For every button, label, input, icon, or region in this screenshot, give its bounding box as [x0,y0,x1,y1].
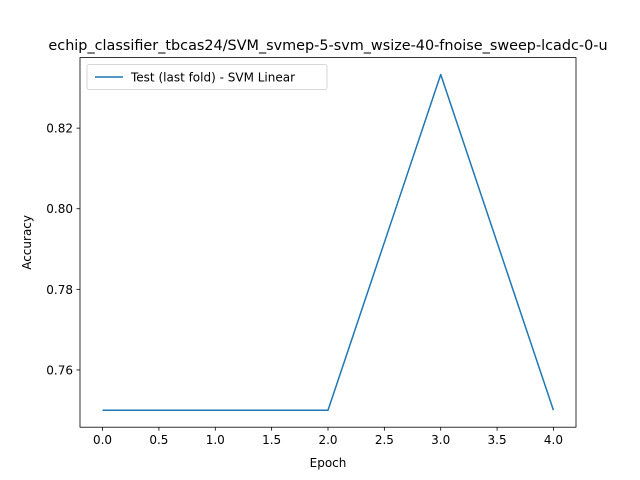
y-tick-label: 0.80 [46,202,73,216]
y-tick-label: 0.82 [46,122,73,136]
legend-box [86,64,328,90]
x-tick-label: 1.0 [206,433,225,447]
y-tick-label: 0.78 [46,283,73,297]
x-tick-label: 1.5 [262,433,281,447]
x-tick-label: 3.0 [431,433,450,447]
legend: Test (last fold) - SVM Linear [86,64,328,90]
plot-area-frame [79,57,577,428]
legend-label: Test (last fold) - SVM Linear [130,71,295,85]
series-layer [102,73,555,412]
x-tick-label: 0.0 [93,433,112,447]
x-tick-label: 3.5 [488,433,507,447]
x-axis-label: Epoch [310,456,347,470]
x-tick-label: 2.0 [318,433,337,447]
x-tick-label: 0.5 [149,433,168,447]
x-axis-ticks: 0.0 0.5 1.0 1.5 2.0 2.5 3.0 3.5 4.0 [93,427,563,447]
chart-title: echip_classifier_tbcas24/SVM_svmep-5-svm… [48,38,607,54]
y-tick-label: 0.76 [46,363,73,377]
y-axis-ticks: 0.76 0.78 0.80 0.82 [46,122,80,377]
y-axis-label: Accuracy [20,215,34,270]
x-tick-label: 2.5 [375,433,394,447]
x-tick-label: 4.0 [544,433,563,447]
series-line-0 [102,73,555,412]
